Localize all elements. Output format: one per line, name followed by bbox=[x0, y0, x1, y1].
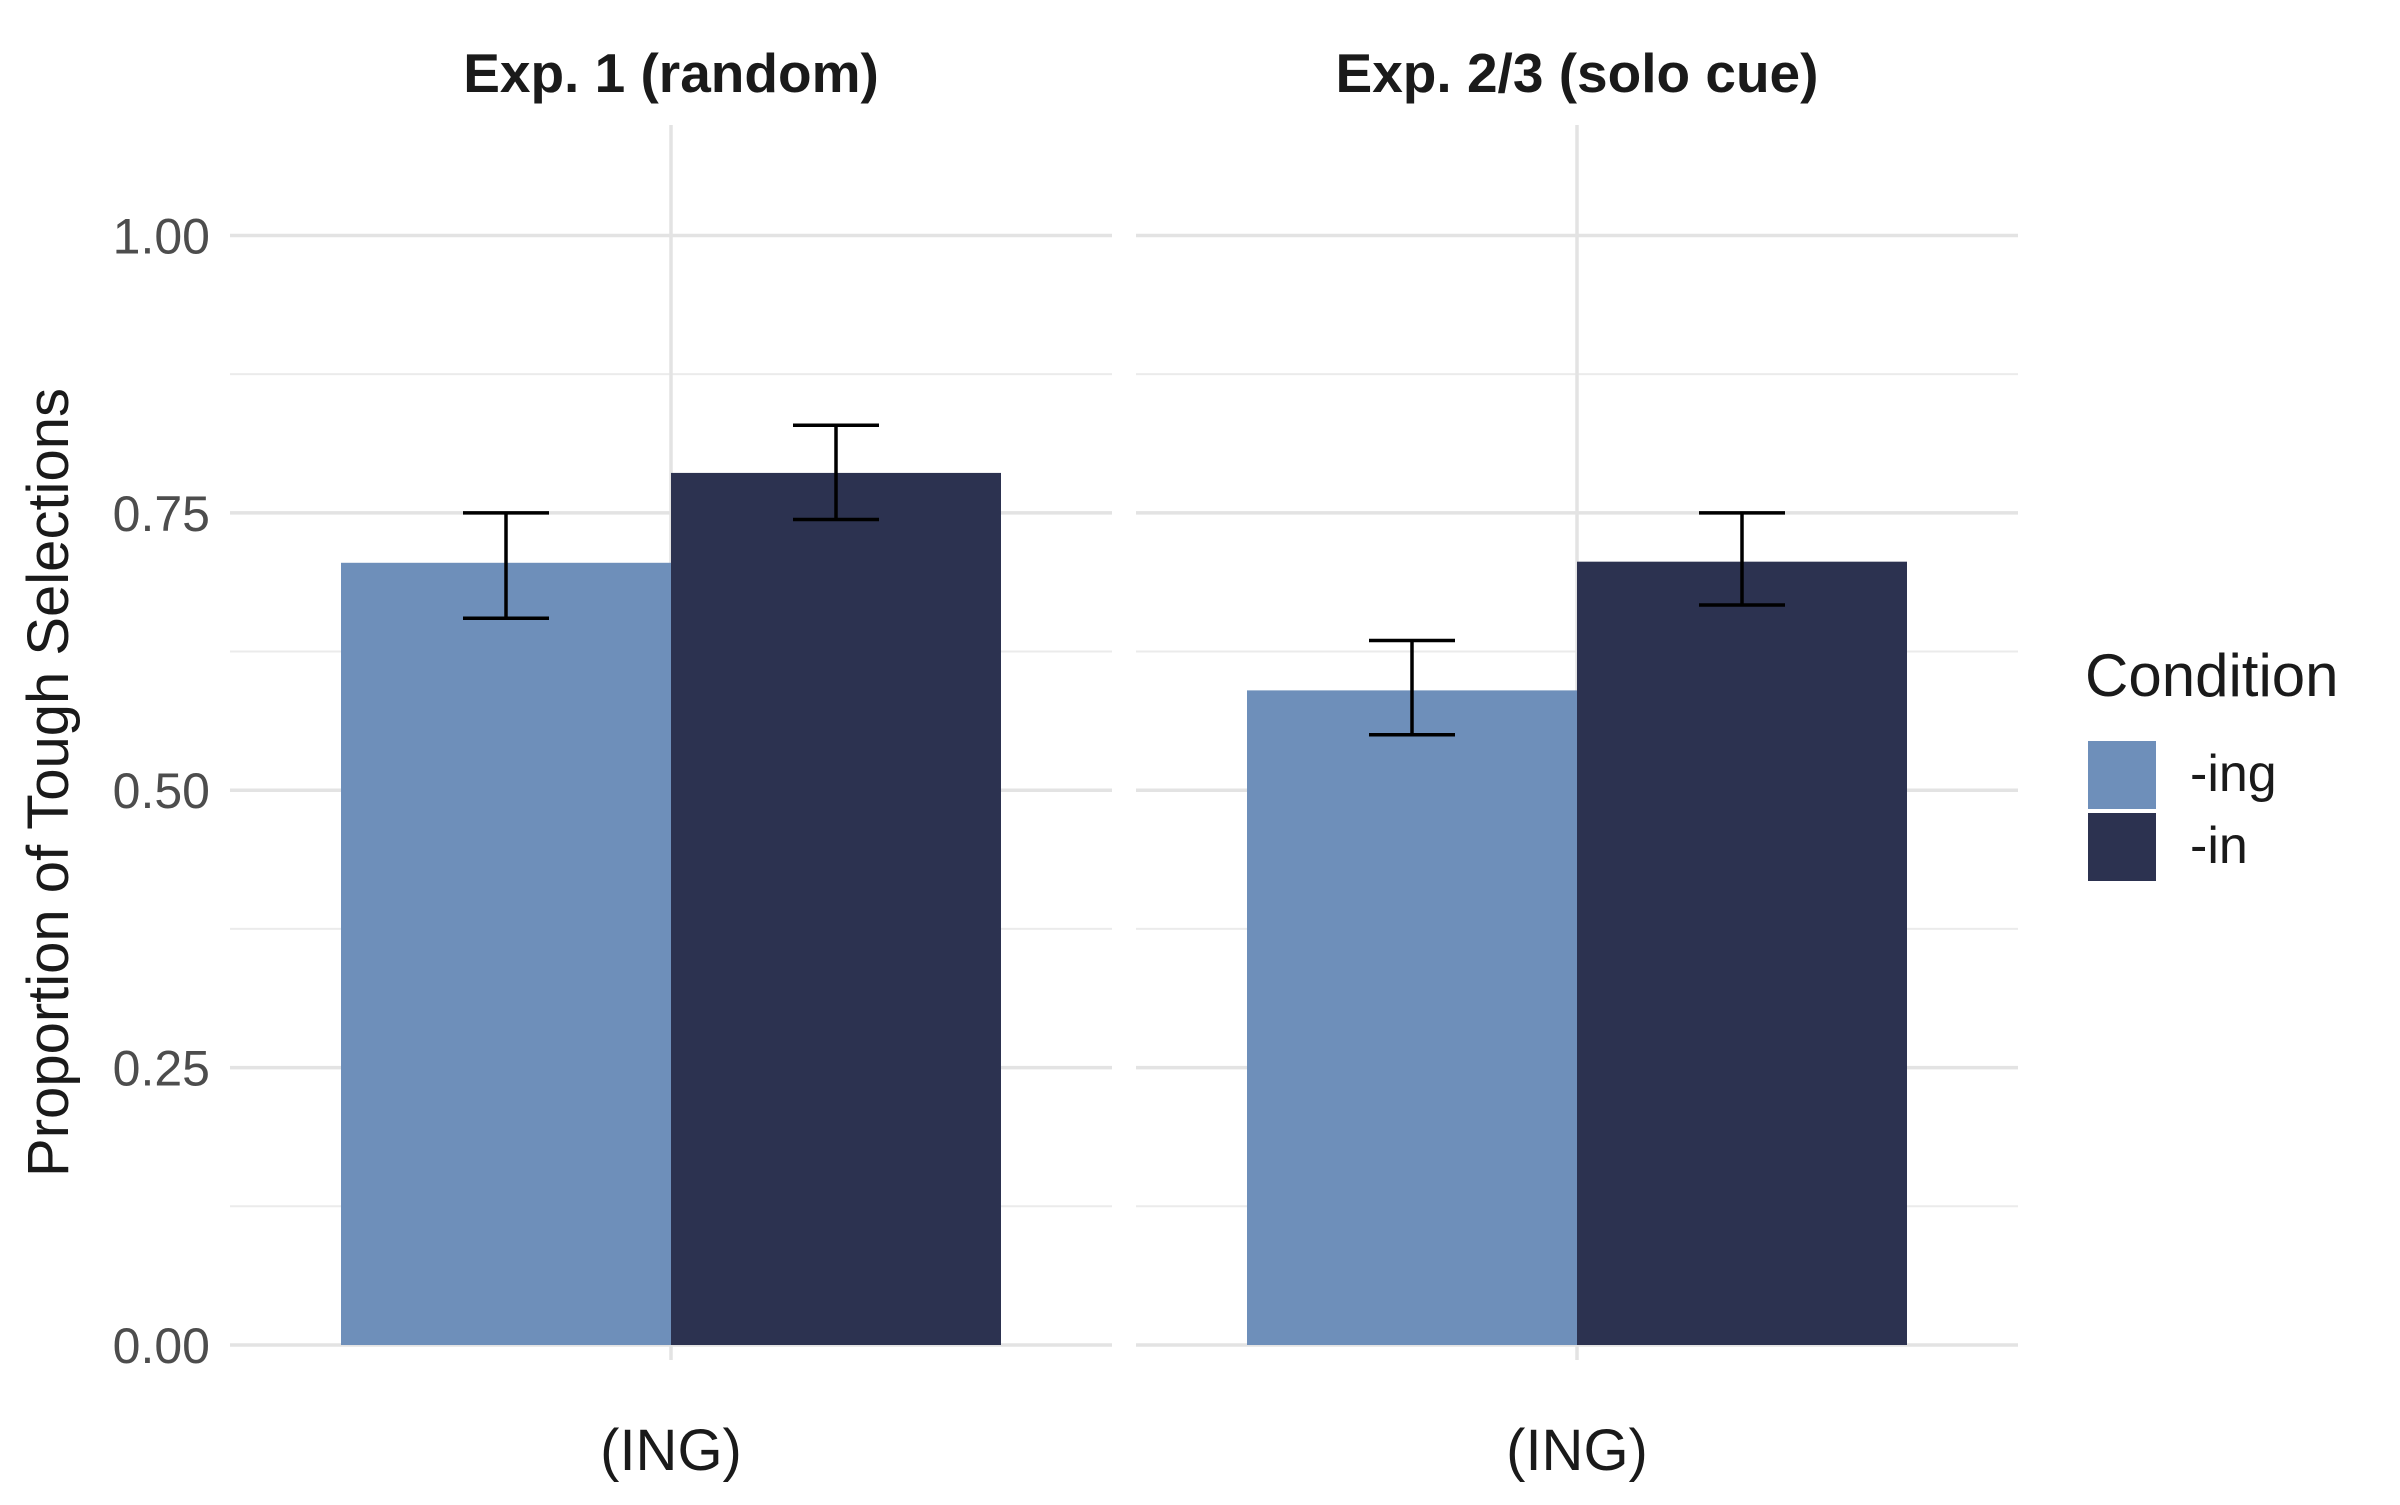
y-axis-title: Proportion of Tough Selections bbox=[16, 388, 81, 1177]
bar-in bbox=[671, 472, 1001, 1345]
y-tick-label: 0.75 bbox=[113, 486, 210, 542]
y-tick-label: 0.00 bbox=[113, 1318, 210, 1374]
bar-ing bbox=[341, 562, 671, 1345]
error-bar bbox=[1699, 511, 1785, 607]
facet-panel: Exp. 2/3 (solo cue) (ING) bbox=[1136, 42, 2018, 1483]
legend-key bbox=[2088, 741, 2156, 809]
y-tick-label: 0.50 bbox=[113, 763, 210, 819]
facet-title: Exp. 1 (random) bbox=[463, 42, 879, 104]
error-bar bbox=[463, 511, 549, 621]
legend-key bbox=[2088, 813, 2156, 881]
legend-label: -in bbox=[2190, 817, 2248, 875]
legend-title: Condition bbox=[2085, 642, 2339, 709]
y-tick-label: 0.25 bbox=[113, 1041, 210, 1097]
error-bar bbox=[1369, 638, 1455, 737]
facet-panel: Exp. 1 (random) (ING) bbox=[230, 42, 1112, 1483]
error-bar bbox=[793, 423, 879, 522]
legend-label: -ing bbox=[2190, 745, 2277, 803]
bar-ing bbox=[1247, 690, 1577, 1345]
y-tick-label: 1.00 bbox=[113, 208, 210, 264]
x-tick-label: (ING) bbox=[1506, 1418, 1648, 1483]
facet-title: Exp. 2/3 (solo cue) bbox=[1336, 42, 1819, 104]
bar-in bbox=[1577, 561, 1907, 1345]
legend: Condition -ing -in bbox=[2085, 642, 2339, 881]
x-tick-label: (ING) bbox=[600, 1418, 742, 1483]
